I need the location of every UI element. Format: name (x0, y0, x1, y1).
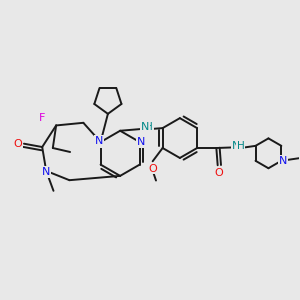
Text: N: N (42, 167, 50, 177)
Text: O: O (148, 164, 157, 174)
Text: F: F (39, 113, 45, 123)
Text: O: O (14, 139, 22, 149)
Text: N: N (278, 156, 287, 166)
Text: N: N (95, 137, 103, 147)
Text: O: O (214, 168, 223, 178)
Text: N: N (95, 136, 103, 146)
Text: N: N (232, 141, 240, 151)
Text: H: H (146, 122, 153, 132)
Text: H: H (237, 141, 244, 151)
Text: N: N (141, 122, 149, 132)
Text: N: N (137, 137, 145, 147)
